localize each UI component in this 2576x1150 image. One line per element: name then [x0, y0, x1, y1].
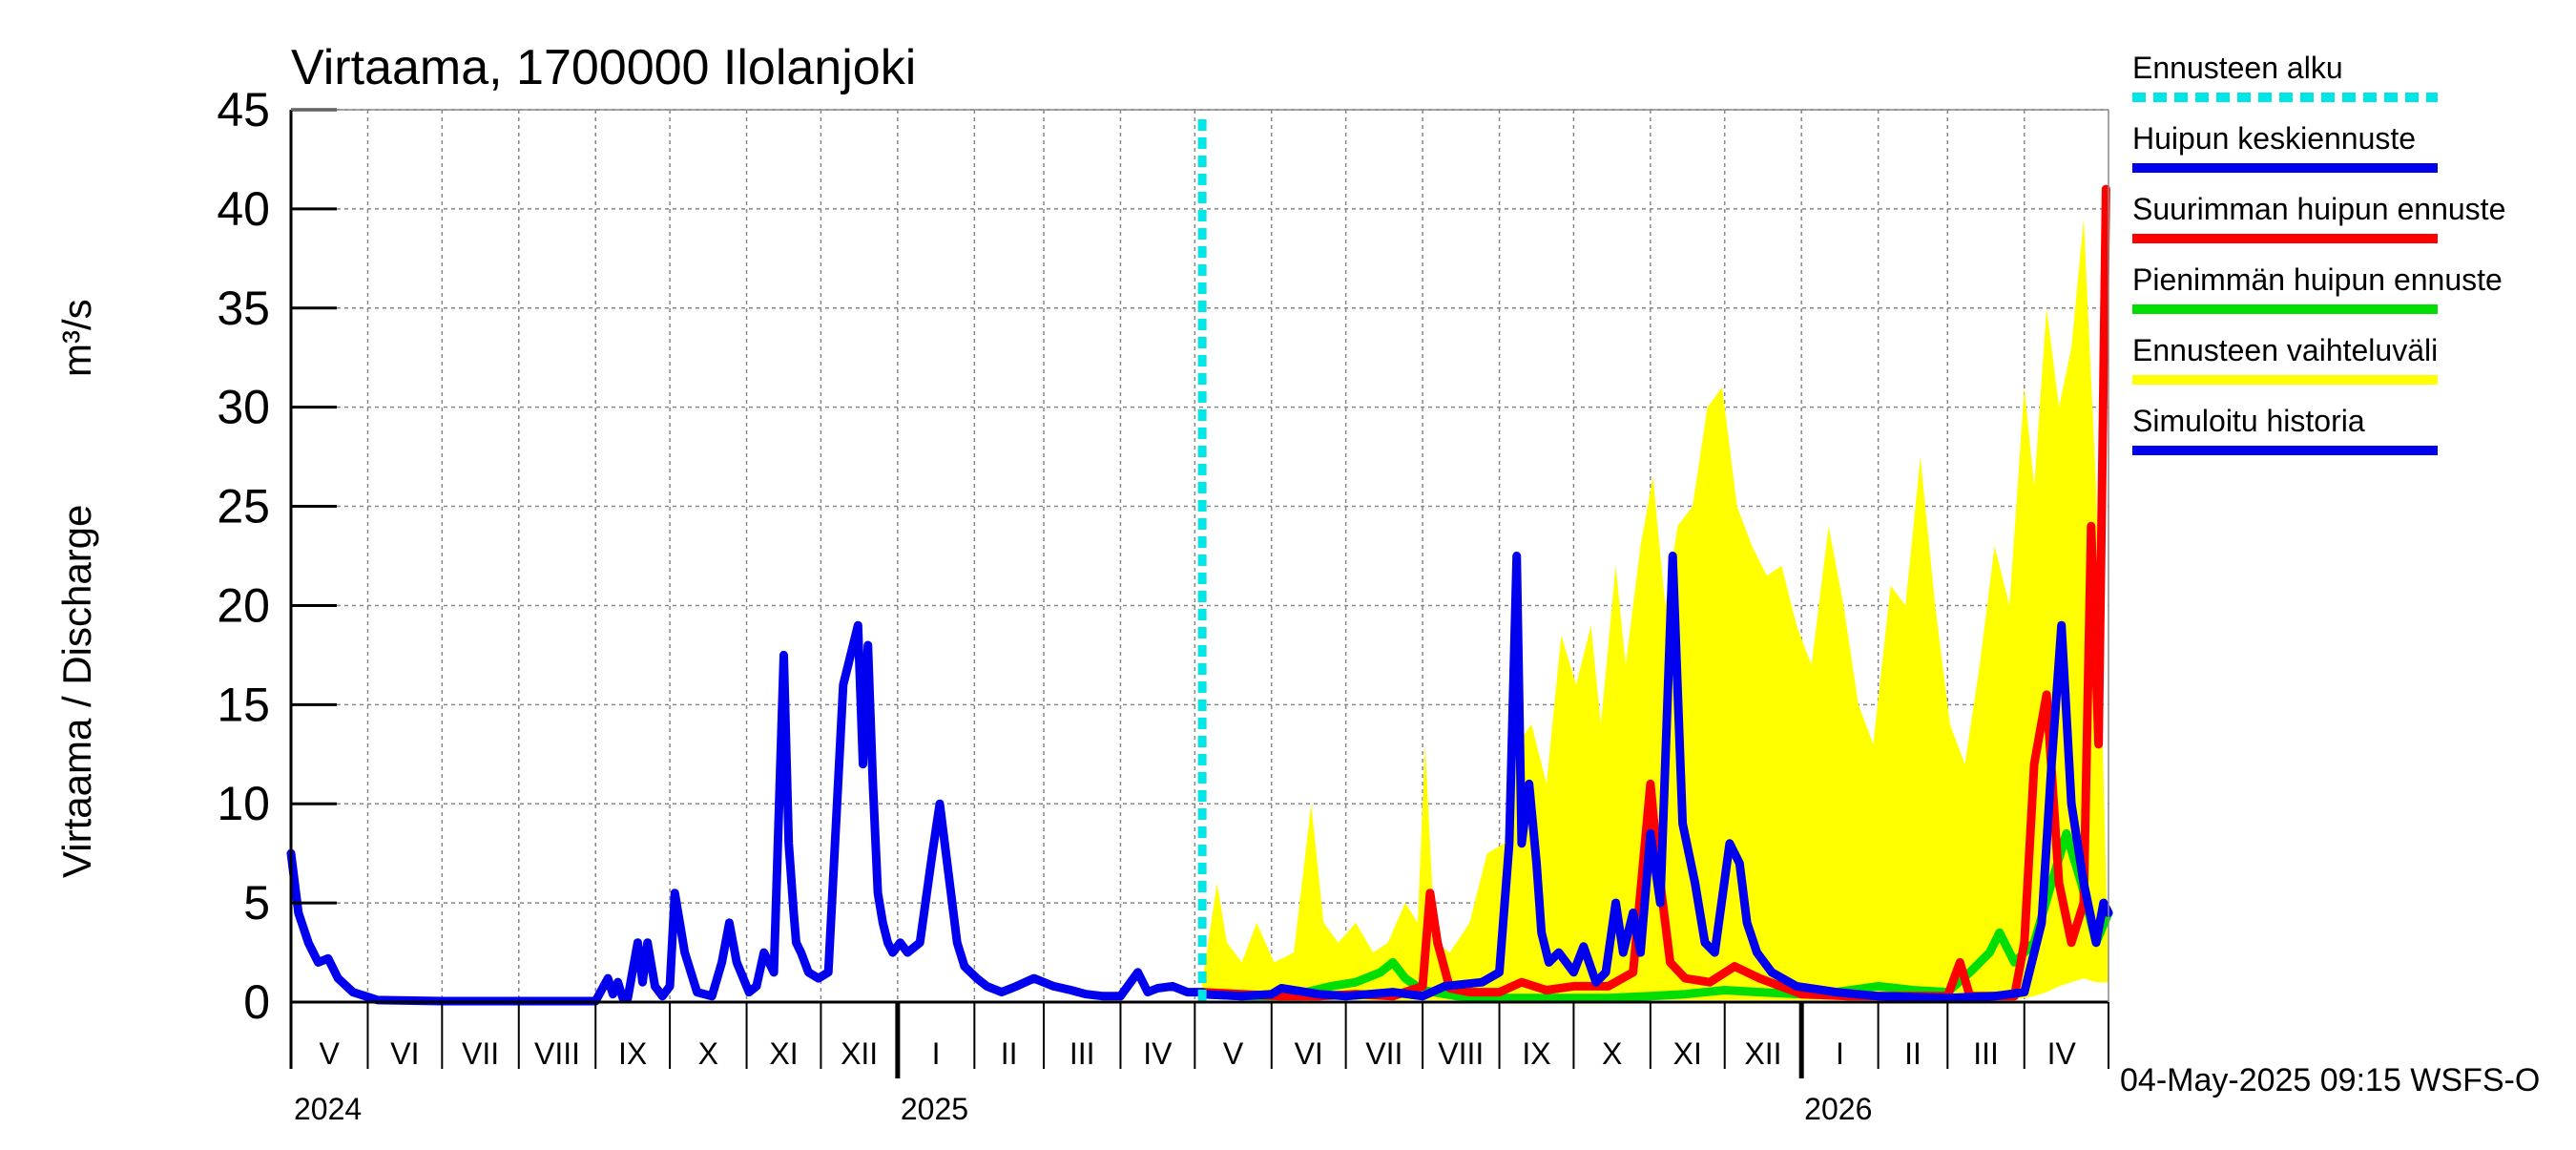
y-tick-label: 30	[217, 381, 270, 434]
month-label: IV	[1143, 1036, 1173, 1071]
y-axis-title: Virtaama / Discharge	[54, 505, 99, 878]
month-label: XI	[1673, 1036, 1702, 1071]
month-label: IV	[2047, 1036, 2077, 1071]
y-tick-label: 20	[217, 578, 270, 632]
month-label: VI	[1295, 1036, 1323, 1071]
legend-label: Ennusteen alku	[2132, 51, 2343, 85]
legend-label: Simuloitu historia	[2132, 404, 2365, 438]
month-label: I	[932, 1036, 941, 1071]
month-label: III	[1973, 1036, 1999, 1071]
month-label: VIII	[534, 1036, 580, 1071]
y-axis-unit: m³/s	[54, 299, 99, 377]
month-label: V	[1223, 1036, 1244, 1071]
month-label: XII	[1744, 1036, 1781, 1071]
y-tick-label: 10	[217, 777, 270, 830]
axes	[289, 108, 2109, 1078]
month-label: I	[1836, 1036, 1844, 1071]
year-label: 2026	[1804, 1092, 1872, 1126]
month-label: IX	[618, 1036, 647, 1071]
y-tick-label: 40	[217, 182, 270, 236]
series-lines	[286, 184, 2113, 1006]
month-label: III	[1070, 1036, 1095, 1071]
legend: Ennusteen alku Huipun keskiennuste Suurimm…	[2132, 51, 2505, 455]
month-label: XII	[841, 1036, 878, 1071]
year-label: 2024	[294, 1092, 362, 1126]
month-label: V	[320, 1036, 341, 1071]
y-tick-label: 35	[217, 282, 270, 335]
forecast-range-band	[1202, 219, 2109, 1000]
y-axis-labels: 0 5 10 15 20 25 30 35 40 45	[217, 83, 270, 1029]
month-label: X	[1602, 1036, 1622, 1071]
max-peak-forecast-line	[1197, 184, 2110, 1001]
legend-label: Suurimman huipun ennuste	[2132, 192, 2505, 226]
grid	[291, 109, 2109, 1002]
month-label: VII	[462, 1036, 499, 1071]
legend-label: Pienimmän huipun ennuste	[2132, 262, 2503, 297]
y-tick-label: 45	[217, 83, 270, 136]
year-label: 2025	[901, 1092, 968, 1126]
month-label: VII	[1365, 1036, 1402, 1071]
month-label: X	[698, 1036, 718, 1071]
timestamp-footer: 04-May-2025 09:15 WSFS-O	[2120, 1062, 2540, 1098]
simulated-history-line	[286, 620, 1207, 1006]
y-tick-label: 25	[217, 480, 270, 533]
y-tick-label: 0	[243, 975, 270, 1029]
forecast-band	[1202, 219, 2109, 1000]
month-label: II	[1904, 1036, 1922, 1071]
y-tick-label: 5	[243, 876, 270, 930]
legend-label: Ennusteen vaihteluväli	[2132, 333, 2438, 367]
y-tick-label: 15	[217, 678, 270, 731]
chart-title: Virtaama, 1700000 Ilolanjoki	[291, 40, 916, 95]
legend-label: Huipun keskiennuste	[2132, 121, 2416, 156]
mean-peak-forecast-line	[1197, 552, 2113, 1003]
month-label: II	[1001, 1036, 1018, 1071]
month-label: XI	[769, 1036, 798, 1071]
month-label: VI	[390, 1036, 419, 1071]
month-label: IX	[1522, 1036, 1550, 1071]
x-axis-labels: V VI VII VIII IX X XI XII I II III IV V VI VII VIII IX X X…	[294, 1036, 2076, 1126]
month-label: VIII	[1438, 1036, 1484, 1071]
